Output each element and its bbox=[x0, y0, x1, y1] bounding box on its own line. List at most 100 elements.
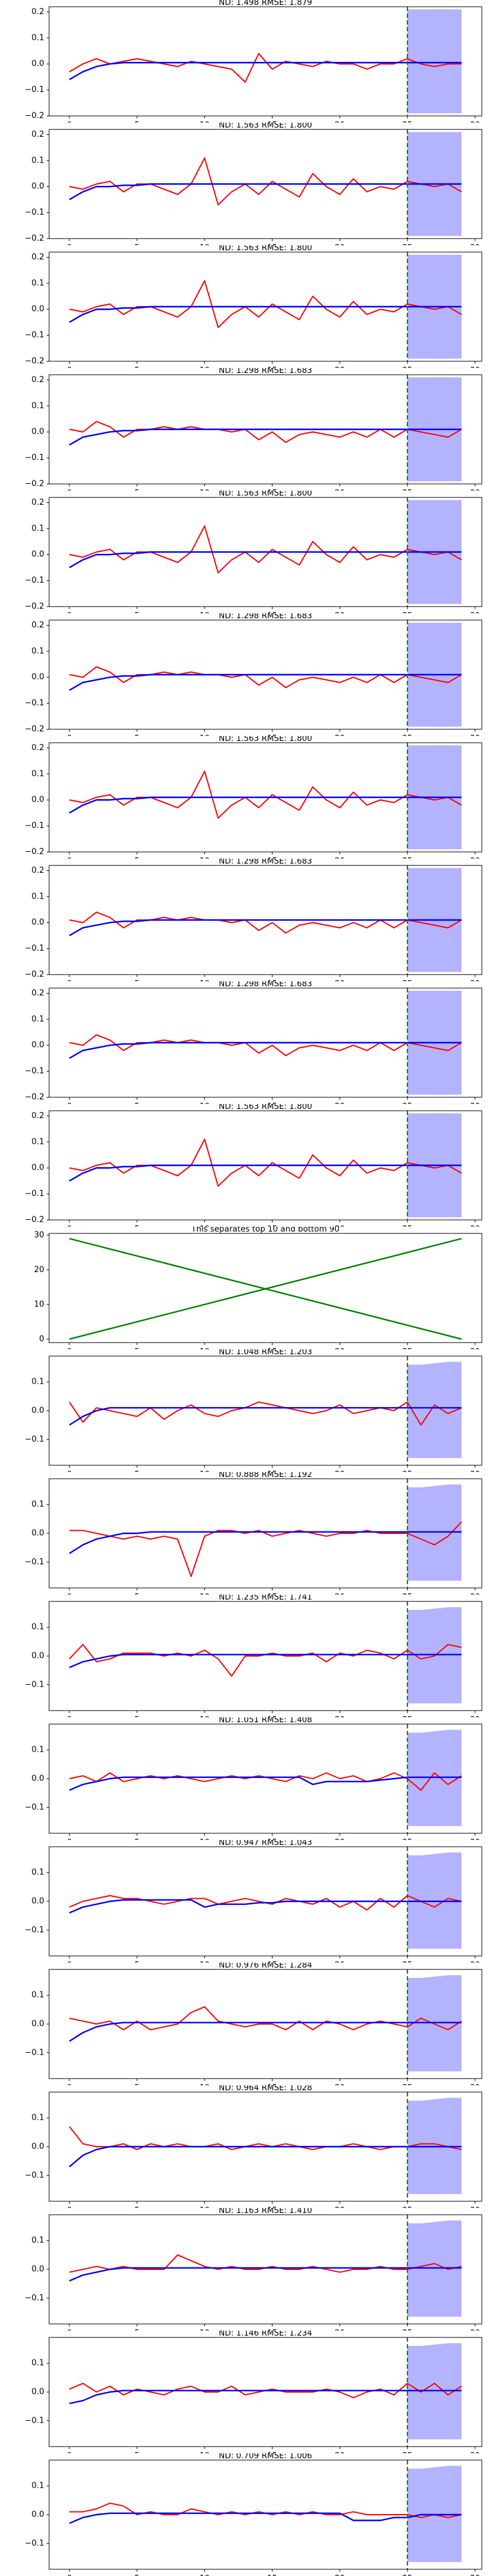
x-tick-label: 10 bbox=[199, 2083, 210, 2085]
x-tick-label: 15 bbox=[267, 366, 277, 368]
x-tick-label: 25 bbox=[403, 243, 413, 245]
forecast-line bbox=[69, 1041, 462, 1059]
x-tick-label: 30 bbox=[470, 2083, 481, 2085]
y-tick-label: −0.2 bbox=[25, 357, 44, 366]
x-tick-label: 20 bbox=[334, 1102, 345, 1104]
forecast-line bbox=[69, 2022, 462, 2042]
x-tick-label: 15 bbox=[267, 1961, 277, 1963]
y-tick-label: 0.0 bbox=[31, 1897, 44, 1906]
x-tick-label: 0 bbox=[67, 1715, 72, 1717]
y-tick-label: −0.1 bbox=[25, 1189, 44, 1198]
x-tick-label: 25 bbox=[403, 2083, 413, 2085]
x-tick-label: 30 bbox=[470, 1961, 481, 1963]
forecast-line bbox=[69, 1654, 462, 1668]
forecast-line bbox=[69, 2390, 462, 2404]
chart-title: ND: 1.563 RMSE: 1.800 bbox=[218, 123, 312, 130]
y-tick-label: −0.1 bbox=[25, 1557, 44, 1566]
x-tick-label: 30 bbox=[470, 243, 481, 245]
x-tick-label: 20 bbox=[334, 489, 345, 491]
actual-line bbox=[69, 2006, 462, 2031]
actual-line bbox=[69, 2254, 462, 2273]
x-tick-label: 15 bbox=[267, 1838, 277, 1840]
chart-title: ND: 1.163 RMSE: 1.410 bbox=[218, 2208, 312, 2215]
chart-title: ND: 1.235 RMSE: 1.741 bbox=[218, 1595, 312, 1602]
x-tick-label: 15 bbox=[267, 121, 277, 123]
x-tick-label: 20 bbox=[334, 121, 345, 123]
chart-title: ND: 1.298 RMSE: 1.683 bbox=[218, 981, 312, 989]
chart-panel-18: ND: 0.964 RMSE: 1.028 0 5 10 15 20 25 30 −0.1 0.0… bbox=[25, 2085, 482, 2208]
y-tick-label: 0.1 bbox=[31, 2482, 44, 2491]
x-tick-label: 30 bbox=[470, 121, 481, 123]
y-tick-label: −0.1 bbox=[25, 699, 44, 708]
y-tick-label: 0.0 bbox=[31, 427, 44, 437]
x-tick-label: 25 bbox=[403, 2451, 413, 2453]
y-tick-label: −0.1 bbox=[25, 2539, 44, 2548]
y-tick-label: 0.0 bbox=[31, 2388, 44, 2397]
x-tick-label: 30 bbox=[470, 1470, 481, 1472]
plot-frame bbox=[48, 619, 482, 730]
actual-line bbox=[69, 1644, 462, 1677]
x-tick-label: 20 bbox=[334, 1225, 345, 1227]
x-tick-label: 30 bbox=[470, 489, 481, 491]
y-tick-label: −0.1 bbox=[25, 1435, 44, 1444]
x-tick-label: 25 bbox=[403, 1715, 413, 1717]
y-tick-label: 0.1 bbox=[31, 1623, 44, 1632]
x-tick-label: 10 bbox=[199, 611, 210, 613]
chart-title: ND: 1.051 RMSE: 1.408 bbox=[218, 1717, 312, 1725]
x-tick-label: 10 bbox=[199, 2451, 210, 2453]
x-tick-label: 10 bbox=[199, 979, 210, 981]
x-tick-label: 20 bbox=[334, 1347, 345, 1349]
chart-title: ND: 1.298 RMSE: 1.683 bbox=[218, 368, 312, 375]
x-tick-label: 10 bbox=[199, 1715, 210, 1717]
actual-line bbox=[69, 2502, 462, 2518]
y-tick-label: 0.2 bbox=[31, 989, 44, 998]
x-tick-label: 15 bbox=[267, 1102, 277, 1104]
x-tick-label: 10 bbox=[199, 1102, 210, 1104]
y-tick-label: 0.2 bbox=[31, 498, 44, 507]
y-tick-label: 0.0 bbox=[31, 2020, 44, 2029]
x-tick-label: 25 bbox=[403, 1961, 413, 1963]
forecast-line bbox=[69, 673, 462, 691]
x-tick-label: 15 bbox=[267, 489, 277, 491]
forecast-line bbox=[69, 2267, 462, 2282]
x-tick-label: 30 bbox=[470, 2574, 481, 2576]
x-tick-label: 15 bbox=[267, 734, 277, 736]
x-tick-label: 30 bbox=[470, 979, 481, 981]
x-tick-label: 20 bbox=[334, 857, 345, 859]
x-tick-label: 15 bbox=[267, 1470, 277, 1472]
y-tick-label: 0.0 bbox=[31, 182, 44, 191]
y-tick-label: −0.1 bbox=[25, 2416, 44, 2425]
x-tick-label: 25 bbox=[403, 857, 413, 859]
x-tick-label: 20 bbox=[334, 2206, 345, 2208]
y-tick-label: −0.1 bbox=[25, 85, 44, 94]
chart-title: ND: 0.888 RMSE: 1.192 bbox=[218, 1472, 312, 1479]
forecast-line bbox=[69, 2512, 462, 2524]
y-tick-label: 0.0 bbox=[31, 1041, 44, 1050]
x-tick-label: 25 bbox=[403, 1470, 413, 1472]
x-tick-label: 0 bbox=[67, 734, 72, 736]
x-tick-label: 5 bbox=[134, 857, 139, 859]
y-tick-label: −0.1 bbox=[25, 944, 44, 953]
x-tick-label: 10 bbox=[199, 734, 210, 736]
forecast-line bbox=[69, 1899, 462, 1914]
x-tick-label: 0 bbox=[67, 2574, 72, 2576]
x-tick-label: 15 bbox=[267, 1593, 277, 1595]
forecast-line bbox=[69, 1776, 462, 1791]
x-tick-label: 30 bbox=[470, 1593, 481, 1595]
chart-panel-5: ND: 1.563 RMSE: 1.800 0 5 10 15 20 25 30 −0.2 −0.… bbox=[25, 491, 482, 613]
x-tick-label: 20 bbox=[334, 243, 345, 245]
x-tick-label: 5 bbox=[134, 1715, 139, 1717]
y-tick-label: −0.1 bbox=[25, 1925, 44, 1934]
x-tick-label: 10 bbox=[199, 366, 210, 368]
x-tick-label: 0 bbox=[67, 2451, 72, 2453]
y-tick-label: 0.1 bbox=[31, 1991, 44, 2000]
chart-panel-16: ND: 0.947 RMSE: 1.043 0 5 10 15 20 25 30 −0.1 0.0… bbox=[25, 1840, 482, 1963]
y-tick-label: −0.2 bbox=[25, 112, 44, 121]
chart-title: ND: 1.498 RMSE: 1.879 bbox=[218, 0, 312, 7]
y-tick-label: 0.1 bbox=[31, 278, 44, 288]
x-tick-label: 25 bbox=[403, 1225, 413, 1227]
chart-panel-4: ND: 1.298 RMSE: 1.683 0 5 10 15 20 25 30 −0.2 −0.… bbox=[25, 368, 482, 491]
x-tick-label: 25 bbox=[403, 2329, 413, 2331]
x-tick-label: 5 bbox=[134, 611, 139, 613]
